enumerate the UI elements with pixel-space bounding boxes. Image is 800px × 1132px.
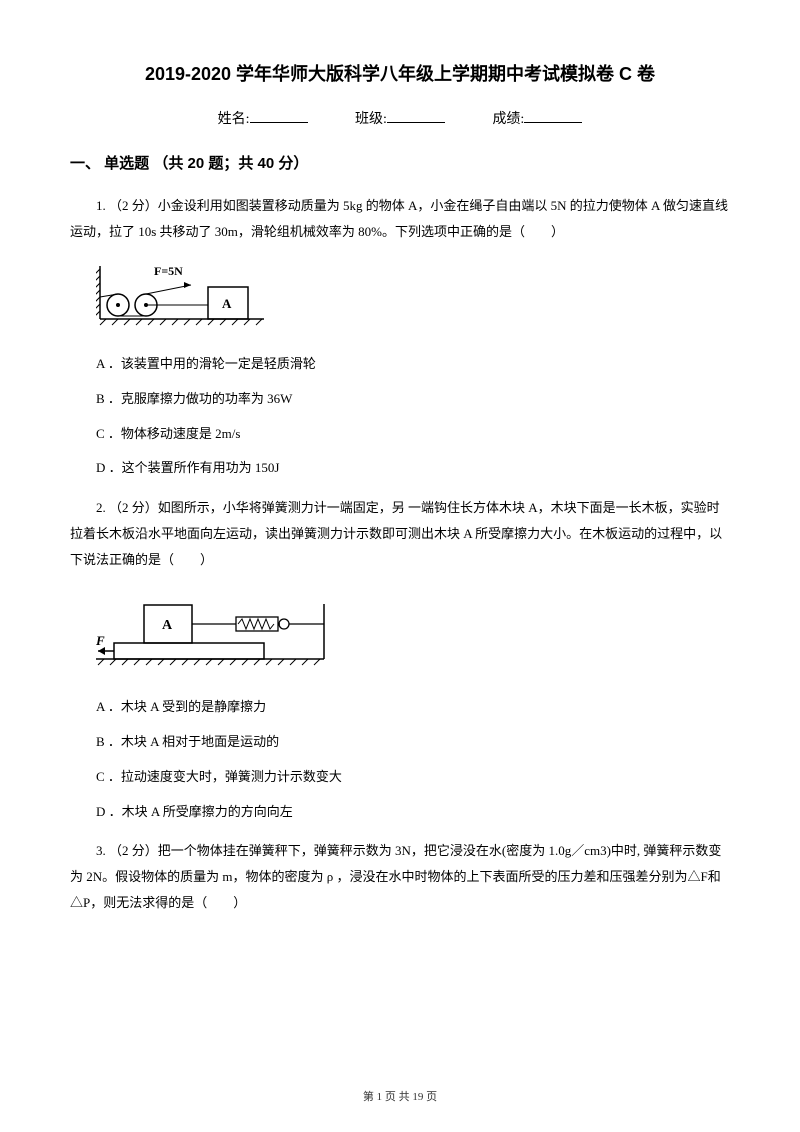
q1-option-b: B ．克服摩擦力做功的功率为 36W <box>70 389 730 410</box>
q2-option-a: A ．木块 A 受到的是静摩擦力 <box>70 697 730 718</box>
class-blank <box>387 109 445 123</box>
question-3-text: 3. （2 分）把一个物体挂在弹簧秤下，弹簧秤示数为 3N，把它浸没在水(密度为… <box>70 838 730 916</box>
q2-option-d: D ．木块 A 所受摩擦力的方向向左 <box>70 802 730 823</box>
svg-text:F: F <box>96 633 105 648</box>
q1-option-a: A ．该装置中用的滑轮一定是轻质滑轮 <box>70 354 730 375</box>
page-title: 2019-2020 学年华师大版科学八年级上学期期中考试模拟卷 C 卷 <box>70 60 730 86</box>
score-blank <box>524 109 582 123</box>
q2-option-b: B ．木块 A 相对于地面是运动的 <box>70 732 730 753</box>
q1-option-c: C ．物体移动速度是 2m/s <box>70 424 730 445</box>
svg-text:A: A <box>222 296 232 311</box>
name-blank <box>250 109 308 123</box>
svg-text:F=5N: F=5N <box>154 264 183 278</box>
question-1-text: 1. （2 分）小金设利用如图装置移动质量为 5kg 的物体 A，小金在绳子自由… <box>70 193 730 245</box>
question-2-options: A ．木块 A 受到的是静摩擦力 B ．木块 A 相对于地面是运动的 C ．拉动… <box>70 697 730 822</box>
question-2-text: 2. （2 分）如图所示，小华将弹簧测力计一端固定，另 一端钩住长方体木块 A，… <box>70 495 730 573</box>
svg-text:A: A <box>162 618 173 633</box>
student-info-line: 姓名: 班级: 成绩: <box>70 108 730 128</box>
score-label: 成绩: <box>492 112 524 127</box>
question-1-figure: A F=5N <box>96 261 730 336</box>
name-label: 姓名: <box>218 112 250 127</box>
page-footer: 第 1 页 共 19 页 <box>0 1088 800 1104</box>
q1-option-d: D ．这个装置所作有用功为 150J <box>70 458 730 479</box>
question-2-figure: F A <box>96 589 730 679</box>
q2-option-c: C ．拉动速度变大时，弹簧测力计示数变大 <box>70 767 730 788</box>
class-label: 班级: <box>355 112 387 127</box>
section-heading: 一、 单选题 （共 20 题；共 40 分） <box>70 152 730 173</box>
question-1-options: A ．该装置中用的滑轮一定是轻质滑轮 B ．克服摩擦力做功的功率为 36W C … <box>70 354 730 479</box>
